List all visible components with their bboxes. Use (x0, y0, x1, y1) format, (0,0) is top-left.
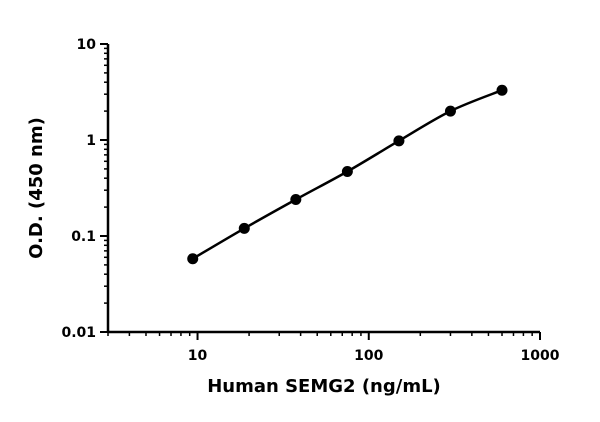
x-tick-label: 1000 (521, 348, 560, 364)
y-axis-title: O.D. (450 nm) (26, 117, 47, 259)
data-point (496, 84, 508, 96)
y-axis: 10 1 0.1 0.01 (61, 37, 110, 341)
x-axis-title: Human SEMG2 (ng/mL) (207, 376, 441, 397)
y-tick-label: 1 (86, 133, 96, 149)
y-ticks: 10 1 0.1 0.01 (61, 37, 108, 341)
x-tick-label: 100 (354, 348, 383, 364)
data-point (290, 193, 302, 205)
x-tick-label: 10 (188, 348, 208, 364)
data-point (187, 253, 199, 265)
x-axis: 10 100 1000 (107, 330, 560, 364)
data-points (187, 84, 508, 265)
y-tick-label: 10 (77, 37, 97, 53)
data-point (393, 135, 405, 147)
y-tick-label: 0.01 (61, 325, 96, 341)
data-point (341, 165, 353, 177)
data-point (238, 222, 250, 234)
series (187, 84, 508, 265)
y-tick-label: 0.1 (71, 229, 96, 245)
x-ticks: 10 100 1000 (107, 332, 560, 364)
data-point (444, 105, 456, 117)
